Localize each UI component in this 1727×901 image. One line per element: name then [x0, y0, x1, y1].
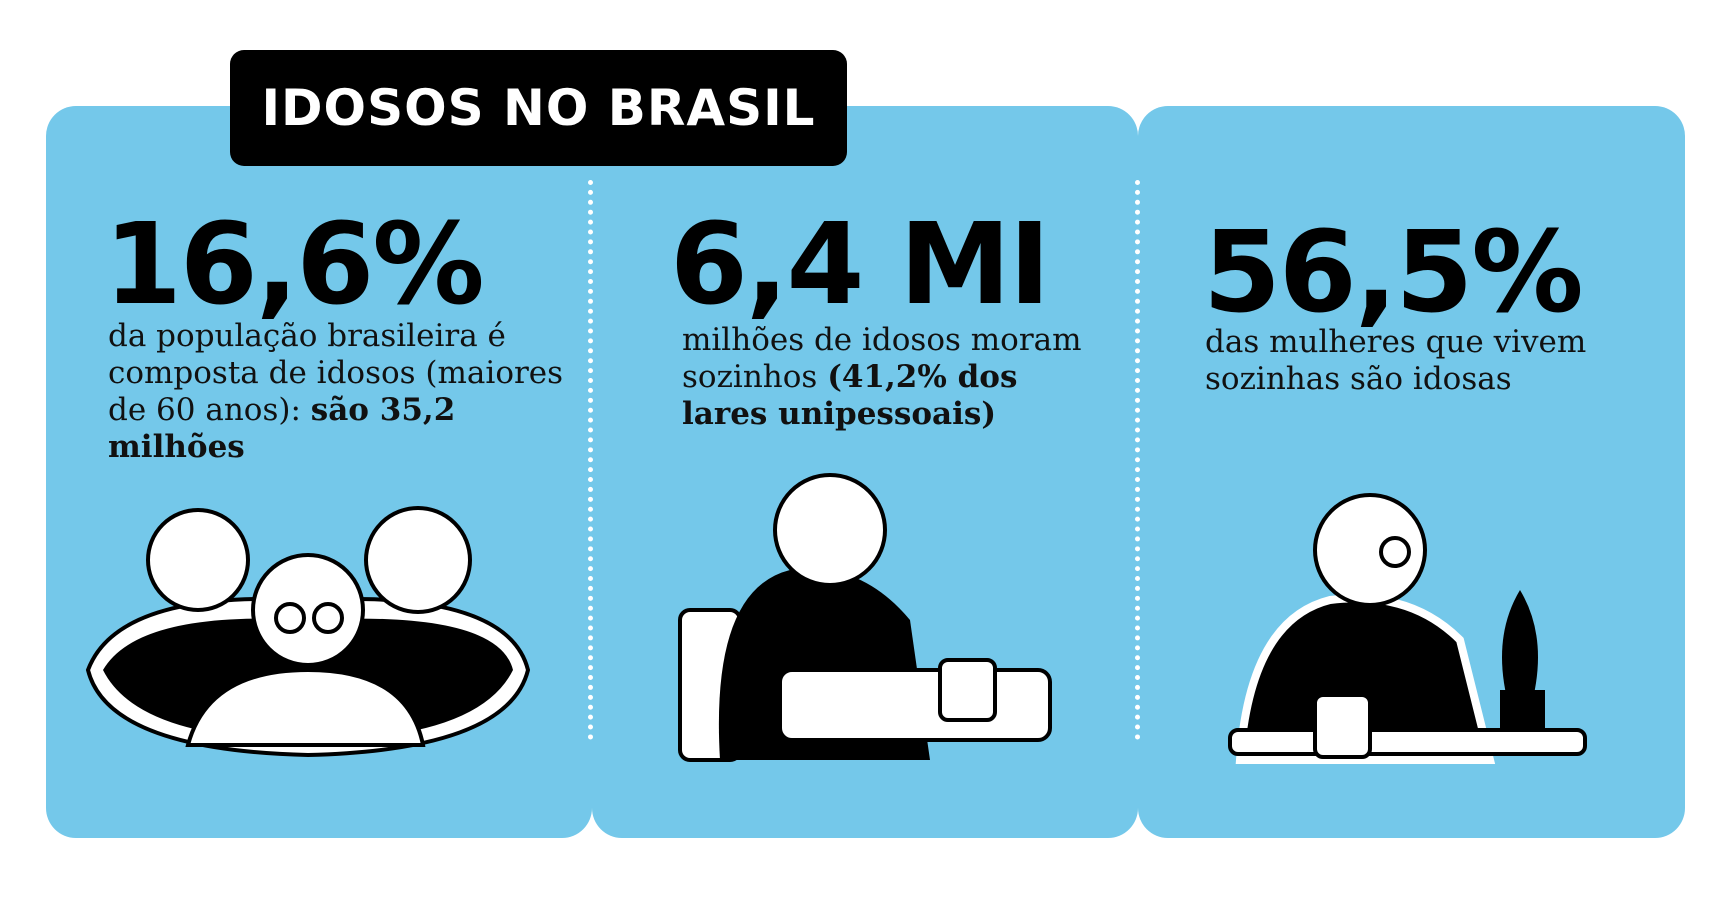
text: da população brasileira é composta de id… [108, 318, 564, 428]
stat: 6,4 MI [670, 200, 1051, 330]
description: da população brasileira é composta de id… [108, 318, 578, 466]
text: das mulheres que vivem sozinhas são idos… [1205, 324, 1587, 397]
text: milhões de idosos moram sozinhos [682, 322, 1082, 395]
separator [1135, 180, 1140, 740]
bold-text: (41,2% dos lares unipessoais) [682, 359, 1018, 432]
bold-text: são 35,2 milhões [108, 392, 456, 465]
description: milhões de idosos moram sozinhos (41,2% … [682, 322, 1082, 433]
description: das mulheres que vivem sozinhas são idos… [1205, 324, 1605, 398]
illustration-man [678, 473, 1052, 762]
stat: 56,5% [1203, 208, 1584, 338]
title: IDOSOS NO BRASIL [230, 50, 847, 166]
stat: 16,6% [104, 200, 485, 330]
separator [588, 180, 593, 740]
illustration-group [85, 506, 531, 758]
illustration-woman [1228, 493, 1587, 764]
